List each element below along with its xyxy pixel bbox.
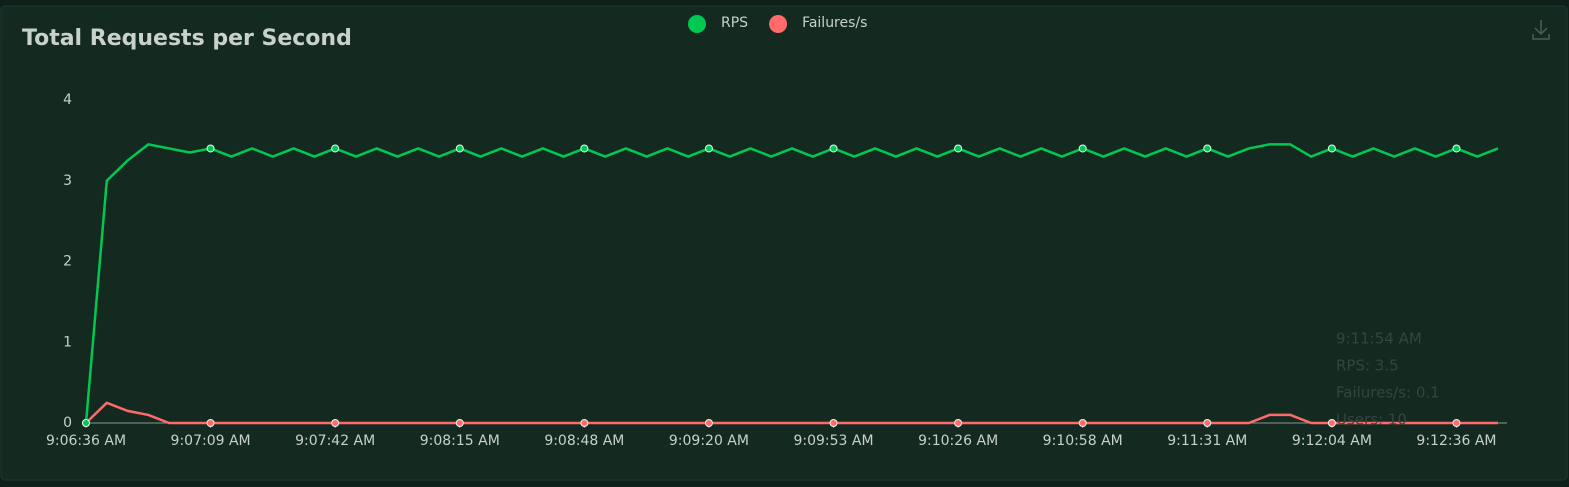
series-point	[1327, 144, 1336, 153]
x-tick-label: 9:08:48 AM	[544, 433, 624, 449]
y-tick-label: 3	[63, 173, 72, 189]
tooltip-text: 9:11:54 AM	[1336, 330, 1422, 348]
series-point	[1078, 144, 1087, 153]
series-line	[85, 401, 1498, 425]
legend-marker[interactable]	[688, 15, 706, 33]
x-tick-label: 9:07:42 AM	[295, 433, 375, 449]
y-tick-label: 2	[63, 254, 72, 270]
series-point	[331, 144, 340, 153]
series-point	[704, 419, 713, 427]
x-tick-label: 9:06:36 AM	[46, 433, 126, 449]
series-point	[206, 419, 215, 427]
tooltip-text: RPS: 3.5	[1336, 357, 1399, 375]
download-glyph[interactable]	[1532, 20, 1550, 40]
x-tick-label: 9:11:31 AM	[1167, 433, 1247, 449]
series-point	[1078, 419, 1087, 427]
x-tick-label: 9:09:53 AM	[793, 433, 873, 449]
series-point	[704, 144, 713, 153]
series-point	[1327, 419, 1336, 427]
download-icon[interactable]	[1532, 20, 1550, 40]
x-tick-label: 9:09:20 AM	[669, 433, 749, 449]
series-point	[829, 419, 838, 427]
y-tick-label: 4	[63, 92, 72, 108]
series-point	[455, 144, 464, 153]
series-point	[455, 419, 464, 427]
series-point	[331, 419, 340, 427]
x-tick-label: 9:07:09 AM	[171, 433, 251, 449]
series-point	[1452, 419, 1461, 427]
chart-panel	[0, 5, 1568, 481]
tooltip-text: Failures/s: 0.1	[1336, 384, 1440, 402]
x-tick-label: 9:10:26 AM	[918, 433, 998, 449]
x-tick-label: 9:10:58 AM	[1043, 433, 1123, 449]
series-point	[1203, 144, 1212, 153]
series-point	[954, 144, 963, 153]
series-point	[829, 144, 838, 153]
series-point	[954, 419, 963, 427]
series-point	[1452, 144, 1461, 153]
y-tick-label: 1	[63, 334, 72, 350]
legend-label[interactable]: RPS	[721, 15, 748, 31]
series-line	[84, 143, 1499, 424]
tooltip-text: Users: 10	[1336, 411, 1407, 429]
y-tick-label: 0	[63, 415, 72, 431]
legend-label[interactable]: Failures/s	[802, 15, 867, 31]
series-point	[206, 144, 215, 153]
legend-marker[interactable]	[769, 15, 788, 33]
series-point	[1203, 419, 1212, 427]
x-tick-label: 9:12:36 AM	[1416, 433, 1496, 449]
series-point	[580, 419, 589, 427]
series-point	[580, 144, 589, 153]
chart-title: Total Requests per Second	[22, 26, 352, 51]
x-tick-label: 9:12:04 AM	[1292, 433, 1372, 449]
x-tick-label: 9:08:15 AM	[420, 433, 500, 449]
series-point	[82, 419, 90, 427]
